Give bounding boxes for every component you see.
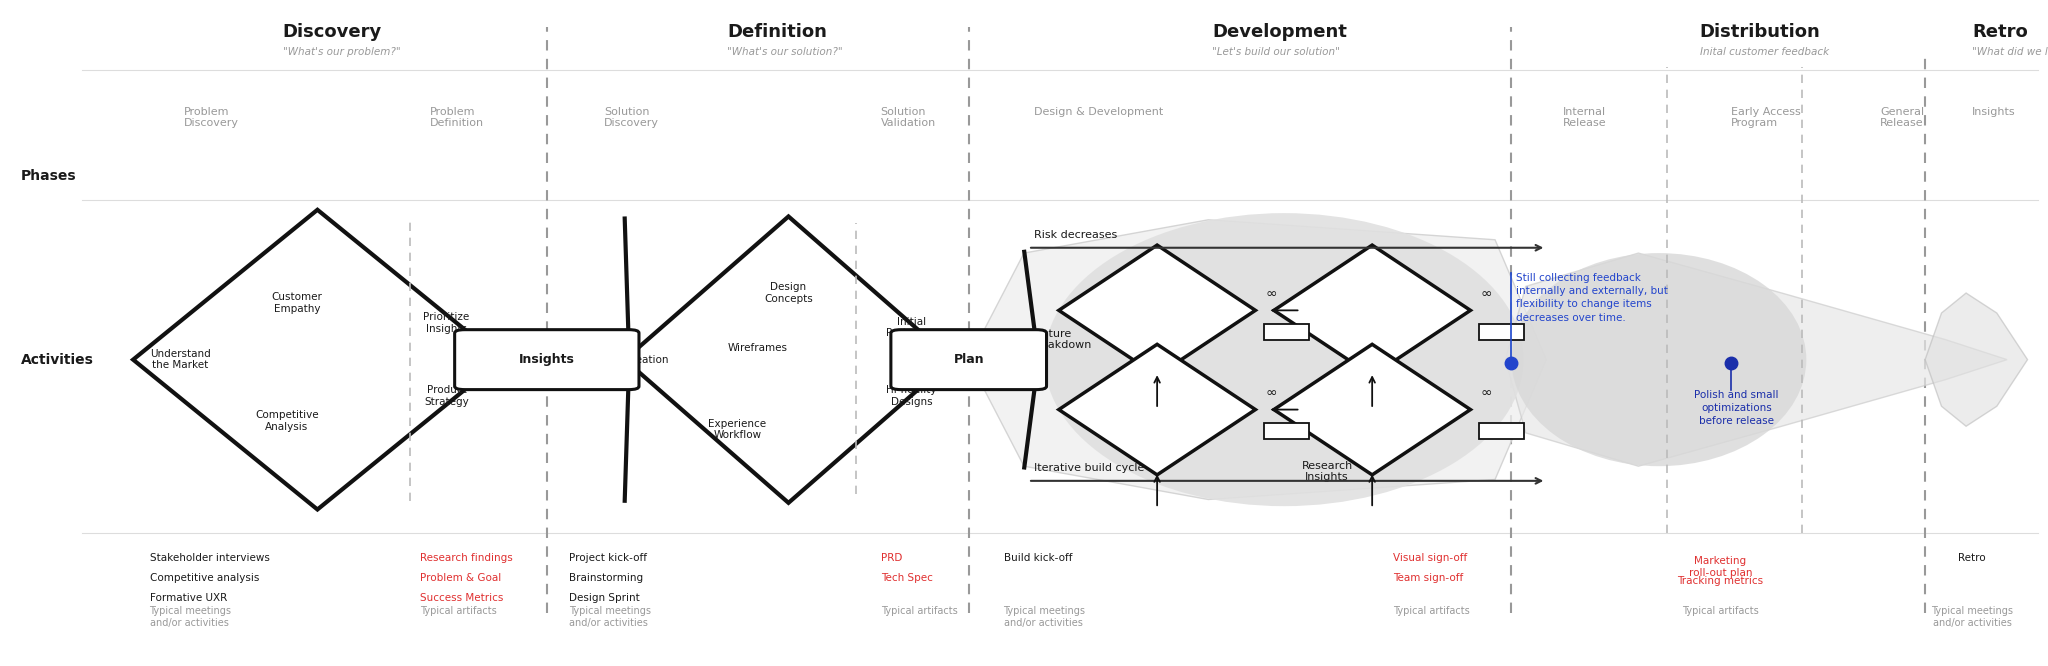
Text: ∞: ∞ (1481, 286, 1493, 301)
Text: Team sign-off: Team sign-off (1393, 573, 1462, 583)
Text: Wireframes: Wireframes (727, 342, 788, 353)
Polygon shape (1059, 245, 1255, 376)
Polygon shape (1274, 245, 1470, 376)
FancyBboxPatch shape (1264, 324, 1309, 340)
Ellipse shape (1044, 213, 1524, 506)
Text: Early Access
Program: Early Access Program (1731, 107, 1800, 128)
FancyBboxPatch shape (891, 330, 1047, 390)
Text: Product
Strategy: Product Strategy (424, 386, 469, 407)
Text: Solution
Discovery: Solution Discovery (604, 107, 659, 128)
Text: Ideation: Ideation (627, 354, 668, 365)
Ellipse shape (1511, 253, 1806, 466)
Text: Phases: Phases (20, 169, 76, 184)
Text: Distribution: Distribution (1700, 23, 1821, 41)
Text: Success Metrics: Success Metrics (420, 593, 504, 603)
Text: ∞: ∞ (1266, 386, 1278, 400)
Text: Build kick-off: Build kick-off (1004, 553, 1071, 563)
Text: Research
Insights: Research Insights (1300, 461, 1354, 482)
Text: Hi-fidelity
Designs: Hi-fidelity Designs (887, 386, 936, 407)
Polygon shape (1925, 293, 2028, 426)
Text: Customer
Empathy: Customer Empathy (272, 292, 322, 314)
Text: Activities: Activities (20, 352, 94, 367)
Text: Research findings: Research findings (420, 553, 512, 563)
Text: Stakeholder interviews: Stakeholder interviews (150, 553, 270, 563)
Text: "Let's build our solution": "Let's build our solution" (1212, 47, 1339, 57)
Text: Inital customer feedback: Inital customer feedback (1700, 47, 1829, 57)
Text: Typical artifacts: Typical artifacts (881, 606, 956, 616)
Text: Formative UXR: Formative UXR (150, 593, 227, 603)
Text: Problem
Definition: Problem Definition (430, 107, 483, 128)
FancyBboxPatch shape (1264, 423, 1309, 439)
Text: Plan: Plan (954, 353, 983, 366)
Text: "What did we learn?": "What did we learn?" (1972, 47, 2048, 57)
Text: Development: Development (1212, 23, 1348, 41)
Text: Tech Spec: Tech Spec (881, 573, 932, 583)
Text: Design Sprint: Design Sprint (569, 593, 641, 603)
Text: Problem
Discovery: Problem Discovery (184, 107, 240, 128)
Text: Discovery: Discovery (283, 23, 381, 41)
Text: Typical meetings
and/or activities: Typical meetings and/or activities (1931, 606, 2013, 627)
Polygon shape (625, 216, 952, 503)
Text: Risk decreases: Risk decreases (1034, 230, 1118, 240)
Text: Competitive analysis: Competitive analysis (150, 573, 258, 583)
Polygon shape (1059, 344, 1255, 475)
Text: Marketing
roll-out plan: Marketing roll-out plan (1688, 556, 1753, 577)
Text: Insights: Insights (518, 353, 575, 366)
Text: Iterative build cycle: Iterative build cycle (1034, 463, 1145, 473)
Text: ∞: ∞ (1481, 386, 1493, 400)
Polygon shape (1274, 344, 1470, 475)
Text: Definition: Definition (727, 23, 827, 41)
Text: Tracking metrics: Tracking metrics (1677, 576, 1763, 586)
Text: Project kick-off: Project kick-off (569, 553, 647, 563)
Text: Typical meetings
and/or activities: Typical meetings and/or activities (150, 606, 231, 627)
Text: Solution
Validation: Solution Validation (881, 107, 936, 128)
Text: Typical artifacts: Typical artifacts (1393, 606, 1468, 616)
Text: Visual sign-off: Visual sign-off (1393, 553, 1466, 563)
Text: Understand
the Market: Understand the Market (150, 349, 211, 370)
Text: Initial
Prototype: Initial Prototype (887, 317, 936, 338)
Text: Retro: Retro (1958, 553, 1987, 563)
Polygon shape (1505, 253, 2007, 466)
Text: Typical artifacts: Typical artifacts (1681, 606, 1759, 616)
Text: Prioritize
Insights: Prioritize Insights (424, 312, 469, 334)
Text: "What's our solution?": "What's our solution?" (727, 47, 842, 57)
Text: Competitive
Analysis: Competitive Analysis (254, 410, 319, 432)
Text: Typical meetings
and/or activities: Typical meetings and/or activities (569, 606, 651, 627)
Text: Brainstorming: Brainstorming (569, 573, 643, 583)
FancyBboxPatch shape (1479, 324, 1524, 340)
Text: Retro: Retro (1972, 23, 2028, 41)
Text: Problem & Goal: Problem & Goal (420, 573, 502, 583)
Text: Still collecting feedback
internally and externally, but
flexibility to change i: Still collecting feedback internally and… (1516, 273, 1667, 322)
Text: Feature
Breakdown: Feature Breakdown (1030, 329, 1092, 350)
Text: Design
Concepts: Design Concepts (764, 282, 813, 304)
Polygon shape (969, 220, 1546, 500)
Text: Polish and small
optimizations
before release: Polish and small optimizations before re… (1694, 390, 1780, 426)
Text: General
Release: General Release (1880, 107, 1925, 128)
Text: ∞: ∞ (1266, 286, 1278, 301)
FancyBboxPatch shape (1479, 423, 1524, 439)
Text: Experience
Workflow: Experience Workflow (709, 419, 766, 440)
Text: PRD: PRD (881, 553, 901, 563)
Text: Insights: Insights (1972, 107, 2015, 117)
Text: Typical meetings
and/or activities: Typical meetings and/or activities (1004, 606, 1085, 627)
Text: "What's our problem?": "What's our problem?" (283, 47, 399, 57)
Text: Typical artifacts: Typical artifacts (420, 606, 496, 616)
Text: Internal
Release: Internal Release (1563, 107, 1606, 128)
Polygon shape (133, 210, 502, 509)
Text: Design & Development: Design & Development (1034, 107, 1163, 117)
FancyBboxPatch shape (455, 330, 639, 390)
